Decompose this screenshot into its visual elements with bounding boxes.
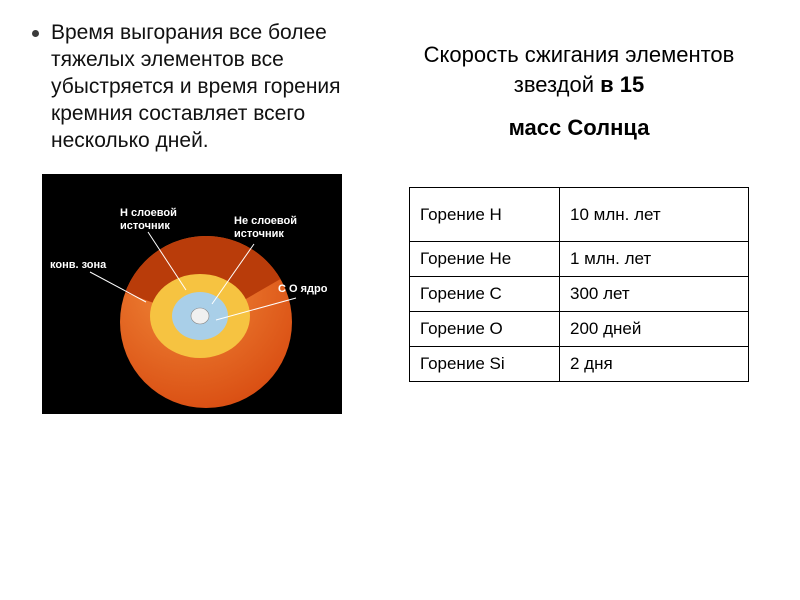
cell-duration: 10 млн. лет [560,188,749,242]
cell-duration: 300 лет [560,277,749,312]
svg-text:С О ядро: С О ядро [278,283,328,295]
svg-text:Н слоевой: Н слоевой [120,207,177,219]
table-row: Горение О 200 дней [410,312,749,347]
svg-text:источник: источник [234,228,284,240]
table-row: Горение He 1 млн. лет [410,242,749,277]
table-row: Горение H 10 млн. лет [410,188,749,242]
svg-text:Не слоевой: Не слоевой [234,215,297,227]
table-row: Горение Si 2 дня [410,347,749,382]
cell-element: Горение H [410,188,560,242]
table-row: Горение С 300 лет [410,277,749,312]
cell-element: Горение С [410,277,560,312]
bullet-dot-icon [32,30,39,37]
svg-text:источник: источник [120,220,170,232]
svg-text:конв. зона: конв. зона [50,259,107,271]
cell-duration: 2 дня [560,347,749,382]
bullet-item: Время выгорания все более тяжелых элемен… [24,20,384,154]
burning-rates-table: Горение H 10 млн. лет Горение He 1 млн. … [409,187,749,382]
bullet-text: Время выгорания все более тяжелых элемен… [51,20,384,154]
cell-duration: 200 дней [560,312,749,347]
cell-element: Горение Si [410,347,560,382]
title-bold1: в 15 [600,72,644,97]
star-structure-diagram: конв. зонаН слоевойисточникНе слоевойист… [42,174,342,414]
star-structure-svg: конв. зонаН слоевойисточникНе слоевойист… [42,174,342,414]
right-title: Скорость сжигания элементов звездой в 15… [394,40,764,143]
title-line2: масс Солнца [404,113,754,143]
title-line1: Скорость сжигания элементов звездой [424,42,735,97]
cell-element: Горение О [410,312,560,347]
cell-duration: 1 млн. лет [560,242,749,277]
cell-element: Горение He [410,242,560,277]
